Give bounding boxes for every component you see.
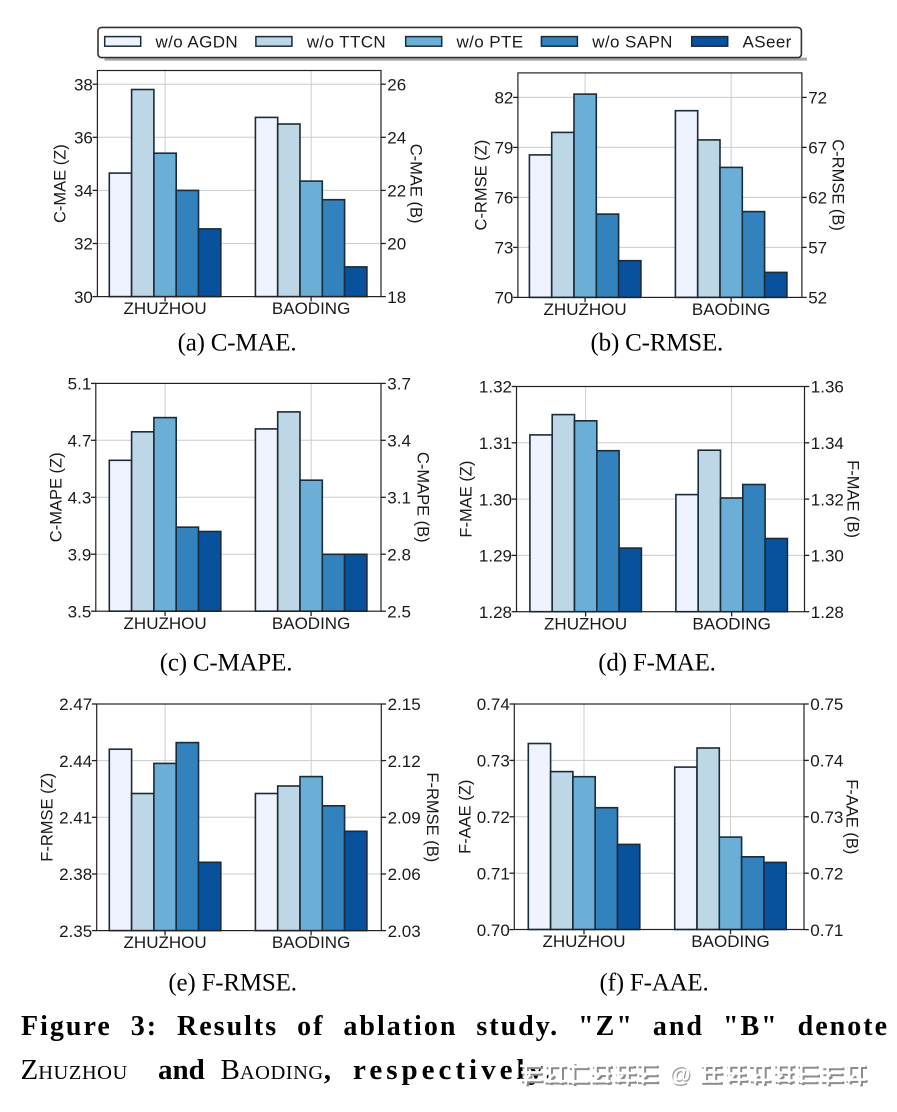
svg-text:36: 36 — [74, 129, 93, 148]
svg-text:3.1: 3.1 — [387, 489, 411, 508]
svg-text:@: @ — [670, 1063, 692, 1088]
svg-text:ZHUZHOU: ZHUZHOU — [124, 614, 207, 633]
svg-text:F-RMSE (Z): F-RMSE (Z) — [39, 773, 57, 862]
svg-text:4.3: 4.3 — [68, 489, 92, 508]
svg-text:BAODING: BAODING — [272, 614, 350, 633]
svg-text:ZHUZHOU: ZHUZHOU — [542, 932, 625, 951]
svg-text:0.74: 0.74 — [810, 752, 843, 771]
svg-text:1.30: 1.30 — [479, 490, 512, 509]
svg-text:1.32: 1.32 — [479, 378, 512, 397]
svg-text:34: 34 — [74, 182, 93, 201]
svg-text:ASeer: ASeer — [743, 32, 792, 51]
svg-text:3.7: 3.7 — [387, 375, 411, 394]
svg-text:ZHUZHOU: ZHUZHOU — [124, 299, 207, 318]
svg-text:2.38: 2.38 — [59, 865, 92, 884]
svg-text:w/o PTE: w/o PTE — [456, 32, 524, 51]
svg-text:82: 82 — [494, 89, 513, 108]
svg-text:32: 32 — [74, 235, 93, 254]
svg-text:(b) C-RMSE.: (b) C-RMSE. — [591, 330, 724, 357]
svg-text:2.41: 2.41 — [59, 809, 92, 828]
svg-text:5.1: 5.1 — [68, 375, 92, 394]
svg-text:18: 18 — [387, 288, 406, 307]
svg-text:w/o TTCN: w/o TTCN — [306, 32, 386, 51]
svg-text:2.5: 2.5 — [387, 602, 411, 621]
svg-text:0.73: 0.73 — [810, 808, 843, 827]
svg-text:BAODING: BAODING — [692, 300, 770, 319]
svg-text:62: 62 — [808, 189, 827, 208]
svg-text:26: 26 — [387, 75, 406, 94]
svg-text:0.71: 0.71 — [477, 864, 510, 883]
svg-text:2.47: 2.47 — [59, 695, 92, 714]
svg-text:(d) F-MAE.: (d) F-MAE. — [598, 650, 715, 677]
svg-text:2.15: 2.15 — [388, 695, 421, 714]
svg-text:30: 30 — [74, 288, 93, 307]
svg-text:F-AAE (B): F-AAE (B) — [842, 779, 860, 854]
svg-text:1.30: 1.30 — [811, 547, 844, 566]
svg-text:2.09: 2.09 — [388, 809, 421, 828]
svg-text:F-MAE (Z): F-MAE (Z) — [458, 461, 476, 538]
svg-text:C-MAE (Z): C-MAE (Z) — [52, 144, 70, 223]
svg-text:(a) C-MAE.: (a) C-MAE. — [178, 330, 297, 357]
svg-text:72: 72 — [808, 89, 827, 108]
svg-text:w/o AGDN: w/o AGDN — [155, 32, 239, 51]
svg-text:2.03: 2.03 — [388, 922, 421, 941]
svg-text:F-RMSE (B): F-RMSE (B) — [423, 772, 441, 862]
svg-text:24: 24 — [387, 129, 406, 148]
svg-text:F-AAE (Z): F-AAE (Z) — [457, 780, 475, 854]
svg-text:1.32: 1.32 — [811, 490, 844, 509]
svg-text:20: 20 — [387, 235, 406, 254]
svg-text:F-MAE (B): F-MAE (B) — [843, 460, 861, 538]
svg-text:2.44: 2.44 — [59, 752, 92, 771]
svg-text:BAODING: BAODING — [692, 614, 770, 633]
svg-text:ZHUZHOU: ZHUZHOU — [544, 300, 627, 319]
svg-text:C-MAE (B): C-MAE (B) — [406, 144, 424, 224]
svg-text:4.7: 4.7 — [68, 432, 92, 451]
svg-text:C-MAPE (Z): C-MAPE (Z) — [48, 452, 66, 542]
svg-text:(e) F-RMSE.: (e) F-RMSE. — [168, 970, 296, 997]
svg-text:0.73: 0.73 — [477, 752, 510, 771]
svg-text:C-MAPE (B): C-MAPE (B) — [413, 452, 431, 543]
svg-text:70: 70 — [494, 289, 513, 308]
svg-text:0.75: 0.75 — [810, 695, 843, 714]
svg-text:@: @ — [669, 1062, 691, 1087]
svg-text:BAODING: BAODING — [691, 932, 769, 951]
svg-text:2.12: 2.12 — [388, 752, 421, 771]
svg-text:2.8: 2.8 — [387, 546, 411, 565]
svg-text:ZHUZHOU: ZHUZHOU — [544, 614, 627, 633]
svg-text:BAODING: BAODING — [272, 933, 350, 952]
svg-text:79: 79 — [494, 139, 513, 158]
svg-text:(c) C-MAPE.: (c) C-MAPE. — [160, 650, 293, 677]
svg-text:1.31: 1.31 — [479, 434, 512, 453]
svg-text:1.36: 1.36 — [811, 378, 844, 397]
svg-text:1.29: 1.29 — [479, 547, 512, 566]
svg-text:1.28: 1.28 — [811, 603, 844, 622]
svg-text:3.9: 3.9 — [68, 546, 92, 565]
svg-text:3.5: 3.5 — [68, 602, 92, 621]
svg-text:w/o SAPN: w/o SAPN — [591, 32, 673, 51]
svg-text:2.06: 2.06 — [388, 865, 421, 884]
svg-text:52: 52 — [808, 289, 827, 308]
svg-text:22: 22 — [387, 182, 406, 201]
svg-text:67: 67 — [808, 139, 827, 158]
svg-text:C-RMSE (Z): C-RMSE (Z) — [473, 140, 491, 231]
svg-text:38: 38 — [74, 75, 93, 94]
svg-text:ZHUZHOU: ZHUZHOU — [124, 933, 207, 952]
svg-text:57: 57 — [808, 239, 827, 258]
svg-text:0.70: 0.70 — [477, 921, 510, 940]
svg-text:(f) F-AAE.: (f) F-AAE. — [599, 970, 708, 997]
svg-text:C-RMSE (B): C-RMSE (B) — [828, 139, 846, 231]
svg-text:2.35: 2.35 — [59, 922, 92, 941]
svg-text:0.71: 0.71 — [810, 921, 843, 940]
svg-text:73: 73 — [494, 239, 513, 258]
svg-text:1.28: 1.28 — [479, 603, 512, 622]
svg-text:BAODING: BAODING — [272, 299, 350, 318]
svg-text:0.72: 0.72 — [810, 864, 843, 883]
svg-text:0.74: 0.74 — [477, 695, 510, 714]
svg-text:1.34: 1.34 — [811, 434, 844, 453]
svg-text:0.72: 0.72 — [477, 808, 510, 827]
svg-text:76: 76 — [494, 189, 513, 208]
svg-text:3.4: 3.4 — [387, 432, 411, 451]
